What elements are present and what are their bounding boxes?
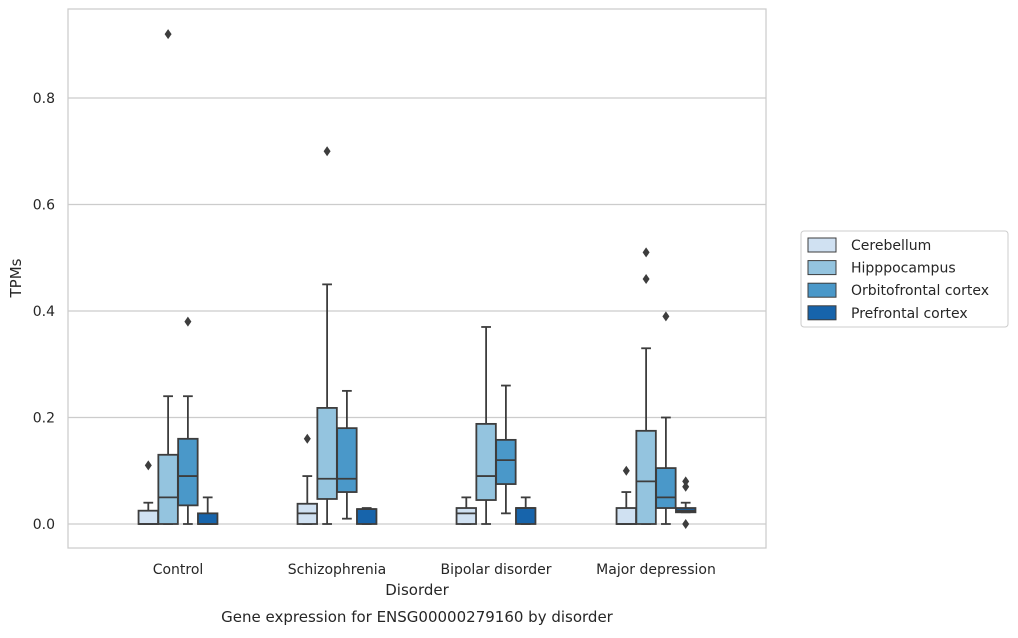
- box-iqr: [336, 427, 358, 493]
- legend-swatch: [807, 237, 837, 253]
- x-tick-label: Major depression: [596, 562, 716, 578]
- y-tick-label: 0.6: [33, 198, 55, 214]
- y-tick-label: 0.0: [33, 517, 55, 533]
- outlier-point: [682, 476, 690, 487]
- outlier-point: [662, 311, 670, 322]
- box-hipppocampus: [157, 29, 179, 525]
- outlier-point: [303, 433, 311, 444]
- box-iqr: [177, 437, 199, 507]
- x-tick-label: Control: [153, 562, 204, 578]
- y-tick-label: 0.4: [33, 304, 55, 320]
- box-orbitofrontal-cortex: [495, 384, 517, 515]
- box-cerebellum: [615, 465, 637, 525]
- box-iqr: [655, 467, 677, 509]
- outlier-point: [622, 465, 630, 476]
- legend-label: Orbitofrontal cortex: [851, 283, 989, 299]
- box-iqr: [455, 507, 477, 525]
- box-orbitofrontal-cortex: [336, 389, 358, 520]
- box-iqr: [495, 438, 517, 485]
- box-prefrontal-cortex: [197, 496, 219, 525]
- box-iqr: [615, 507, 637, 525]
- box-iqr: [316, 407, 338, 500]
- box-iqr: [157, 453, 179, 525]
- box-orbitofrontal-cortex: [177, 316, 199, 525]
- x-axis-title: Disorder: [385, 581, 449, 599]
- legend-swatch: [807, 260, 837, 276]
- y-tick-label: 0.8: [33, 91, 55, 107]
- box-iqr: [515, 507, 537, 525]
- box-iqr: [197, 512, 219, 525]
- legend-label: Prefrontal cortex: [851, 306, 968, 322]
- legend-label: Cerebellum: [851, 238, 931, 254]
- box-layer: [137, 29, 697, 529]
- legend-swatch: [807, 282, 837, 298]
- box-orbitofrontal-cortex: [655, 311, 677, 525]
- box-iqr: [137, 509, 159, 525]
- legend: Cerebellum Hipppocampus Orbitofrontal cort…: [800, 230, 1009, 328]
- box-cerebellum: [296, 433, 318, 525]
- box-prefrontal-cortex: [675, 476, 697, 529]
- plot-frame: [67, 8, 767, 549]
- legend-swatch: [807, 305, 837, 321]
- x-tick-label: Schizophrenia: [288, 562, 386, 578]
- box-cerebellum: [455, 496, 477, 525]
- box-prefrontal-cortex: [515, 496, 537, 525]
- legend-label: Hipppocampus: [851, 261, 956, 277]
- box-cerebellum: [137, 460, 159, 525]
- y-tick-labels: 0.0 0.2 0.4 0.6 0.8: [33, 91, 55, 533]
- figure-caption: Gene expression for ENSG00000279160 by d…: [221, 608, 614, 626]
- outlier-point: [642, 274, 650, 285]
- outlier-point: [682, 481, 690, 492]
- box-prefrontal-cortex: [356, 507, 378, 525]
- legend-frame: [800, 230, 1009, 328]
- box-iqr: [475, 422, 497, 501]
- y-tick-label: 0.2: [33, 411, 55, 427]
- box-iqr: [356, 508, 378, 525]
- outlier-point: [642, 247, 650, 258]
- y-axis-title: TPMs: [7, 258, 25, 298]
- x-tick-label: Bipolar disorder: [440, 562, 551, 578]
- box-hipppocampus: [316, 146, 338, 525]
- outlier-point: [184, 316, 192, 327]
- x-tick-labels: Control Schizophrenia Bipolar disorder Majo…: [153, 562, 716, 578]
- outlier-point: [144, 460, 152, 471]
- box-iqr: [635, 429, 657, 525]
- outlier-point: [682, 519, 690, 529]
- outlier-point: [323, 146, 331, 157]
- outlier-point: [164, 29, 172, 40]
